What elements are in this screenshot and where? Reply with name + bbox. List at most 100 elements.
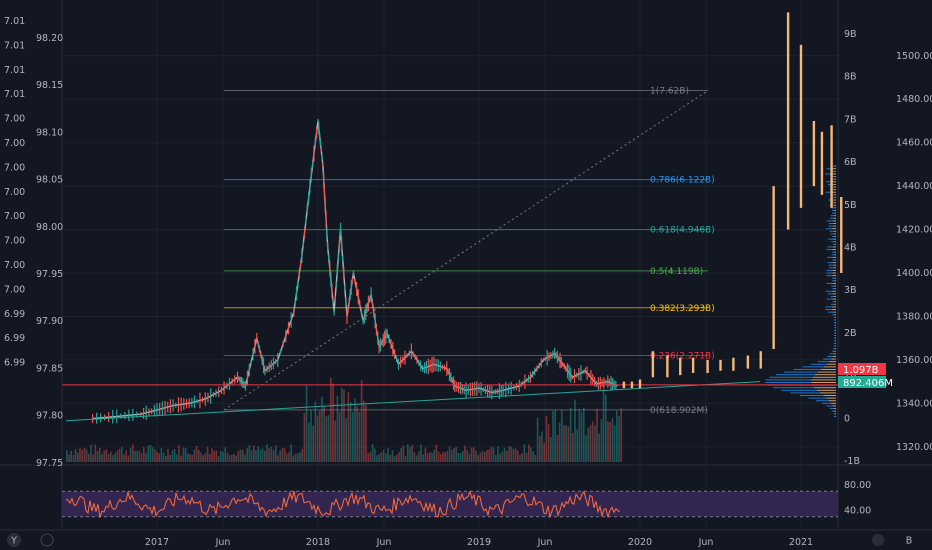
volume-bar <box>237 450 240 462</box>
volume-bar <box>468 453 471 462</box>
volume-profile-bar <box>828 264 834 266</box>
main-pane[interactable] <box>62 0 838 465</box>
volume-bar <box>587 428 589 462</box>
price-axis-tick: 1320.00 <box>896 442 932 453</box>
volume-bar <box>332 383 334 462</box>
volume-bar <box>580 412 583 462</box>
volume-bar <box>110 451 112 462</box>
volume-bar <box>220 450 222 462</box>
volume-profile-bar <box>832 243 835 245</box>
volume-bar <box>167 448 169 462</box>
volume-bar <box>138 450 141 462</box>
volume-bar <box>149 444 152 462</box>
left-inner-tick: 97.80 <box>36 411 63 422</box>
volume-bar <box>492 447 495 462</box>
volume-axis-tick: -1B <box>844 456 860 467</box>
volume-bar <box>376 455 378 462</box>
price-axis-tick: 1480.00 <box>896 94 932 105</box>
volume-bar <box>596 408 598 462</box>
volume-profile-bar <box>833 264 836 266</box>
volume-profile-bar <box>832 314 835 316</box>
value-tag-label: 1.097B <box>843 365 879 376</box>
volume-bar <box>415 455 418 462</box>
volume-bar <box>552 411 554 462</box>
price-axis-tick: 1460.00 <box>896 138 932 149</box>
volume-bar <box>360 380 363 462</box>
volume-bar <box>303 413 306 462</box>
time-axis[interactable]: 2017 Jun 2018 Jun 2019 Jun 2020 Jun 2021 Y B <box>7 533 912 548</box>
volume-bar <box>514 448 517 462</box>
volume-bar <box>523 444 526 462</box>
volume-profile-bar <box>835 345 836 347</box>
volume-profile-bar <box>832 282 836 284</box>
volume-bar <box>534 454 537 462</box>
volume-bar <box>565 425 567 462</box>
volume-profile-bar <box>827 246 834 248</box>
volume-profile-bar <box>832 168 836 170</box>
volume-profile-bar <box>834 178 836 180</box>
volume-axis-tick: 9B <box>844 29 857 40</box>
volume-bar <box>532 451 534 462</box>
volume-bar <box>550 437 552 462</box>
left-inner-tick: 98.10 <box>36 127 63 138</box>
volume-profile-bar <box>831 280 835 282</box>
volume-profile-bar <box>831 178 835 180</box>
volume-bar <box>125 450 127 462</box>
volume-profile-bar <box>826 272 833 274</box>
volume-bar <box>222 451 224 462</box>
volume-profile-bar <box>832 212 835 214</box>
volume-profile-bar <box>828 238 834 240</box>
volume-profile-bar <box>817 361 830 363</box>
volume-axis-tick: 4B <box>844 243 857 254</box>
volume-profile-bar <box>781 389 817 391</box>
rsi-pane[interactable]: 80.00 40.00 <box>62 480 871 519</box>
volume-bar <box>616 410 618 462</box>
volume-profile-bar <box>834 194 836 196</box>
volume-profile-bar <box>817 371 836 373</box>
price-axis-tick: 1380.00 <box>896 311 932 322</box>
volume-profile-bar <box>832 306 836 308</box>
settings-icon <box>40 533 54 547</box>
volume-bar <box>83 447 86 462</box>
volume-profile-bar <box>834 254 836 256</box>
volume-profile-bar <box>830 353 834 355</box>
volume-profile-bar <box>790 392 821 394</box>
volume-bar <box>448 446 451 462</box>
volume-profile-bar <box>833 238 836 240</box>
volume-bar <box>613 425 616 462</box>
volume-bar <box>195 445 198 462</box>
volume-axis-tick: 0 <box>844 413 850 424</box>
volume-bar <box>404 455 407 462</box>
volume-bar <box>248 445 251 462</box>
volume-bar <box>620 408 622 462</box>
fib-retracement[interactable]: 1(7.62B) 0.786(6.122B) 0.618(4.946B) 0.5(4.… <box>223 87 715 416</box>
volume-bar <box>578 408 581 462</box>
volume-profile-bar <box>832 220 836 222</box>
volume-bar <box>180 455 182 462</box>
volume-profile-bar <box>821 368 836 370</box>
price-series[interactable] <box>62 118 838 424</box>
volume-profile-bar <box>834 285 836 287</box>
volume-profile-bar <box>832 277 835 279</box>
volume-profile-bar <box>829 361 836 363</box>
volume-bar <box>490 446 493 462</box>
volume-bar <box>576 429 578 462</box>
volume-bar <box>319 410 321 462</box>
volume-profile-bar <box>773 387 815 389</box>
volume-bar <box>88 453 90 462</box>
volume-bar <box>281 448 284 462</box>
volume-bar <box>283 447 286 462</box>
volume-profile-bar <box>811 379 836 381</box>
volume-profile-bar <box>829 267 834 269</box>
volume-bar <box>589 425 592 462</box>
volume-bar <box>158 453 160 462</box>
volume-bar <box>99 447 101 462</box>
volume-bar <box>618 416 620 462</box>
rsi-tick: 40.00 <box>844 505 871 516</box>
volume-profile-bar <box>833 225 836 227</box>
volume-profile-bar <box>834 176 836 178</box>
volume-bar <box>213 451 215 462</box>
volume-bar <box>224 447 226 462</box>
volume-bar <box>374 448 376 462</box>
